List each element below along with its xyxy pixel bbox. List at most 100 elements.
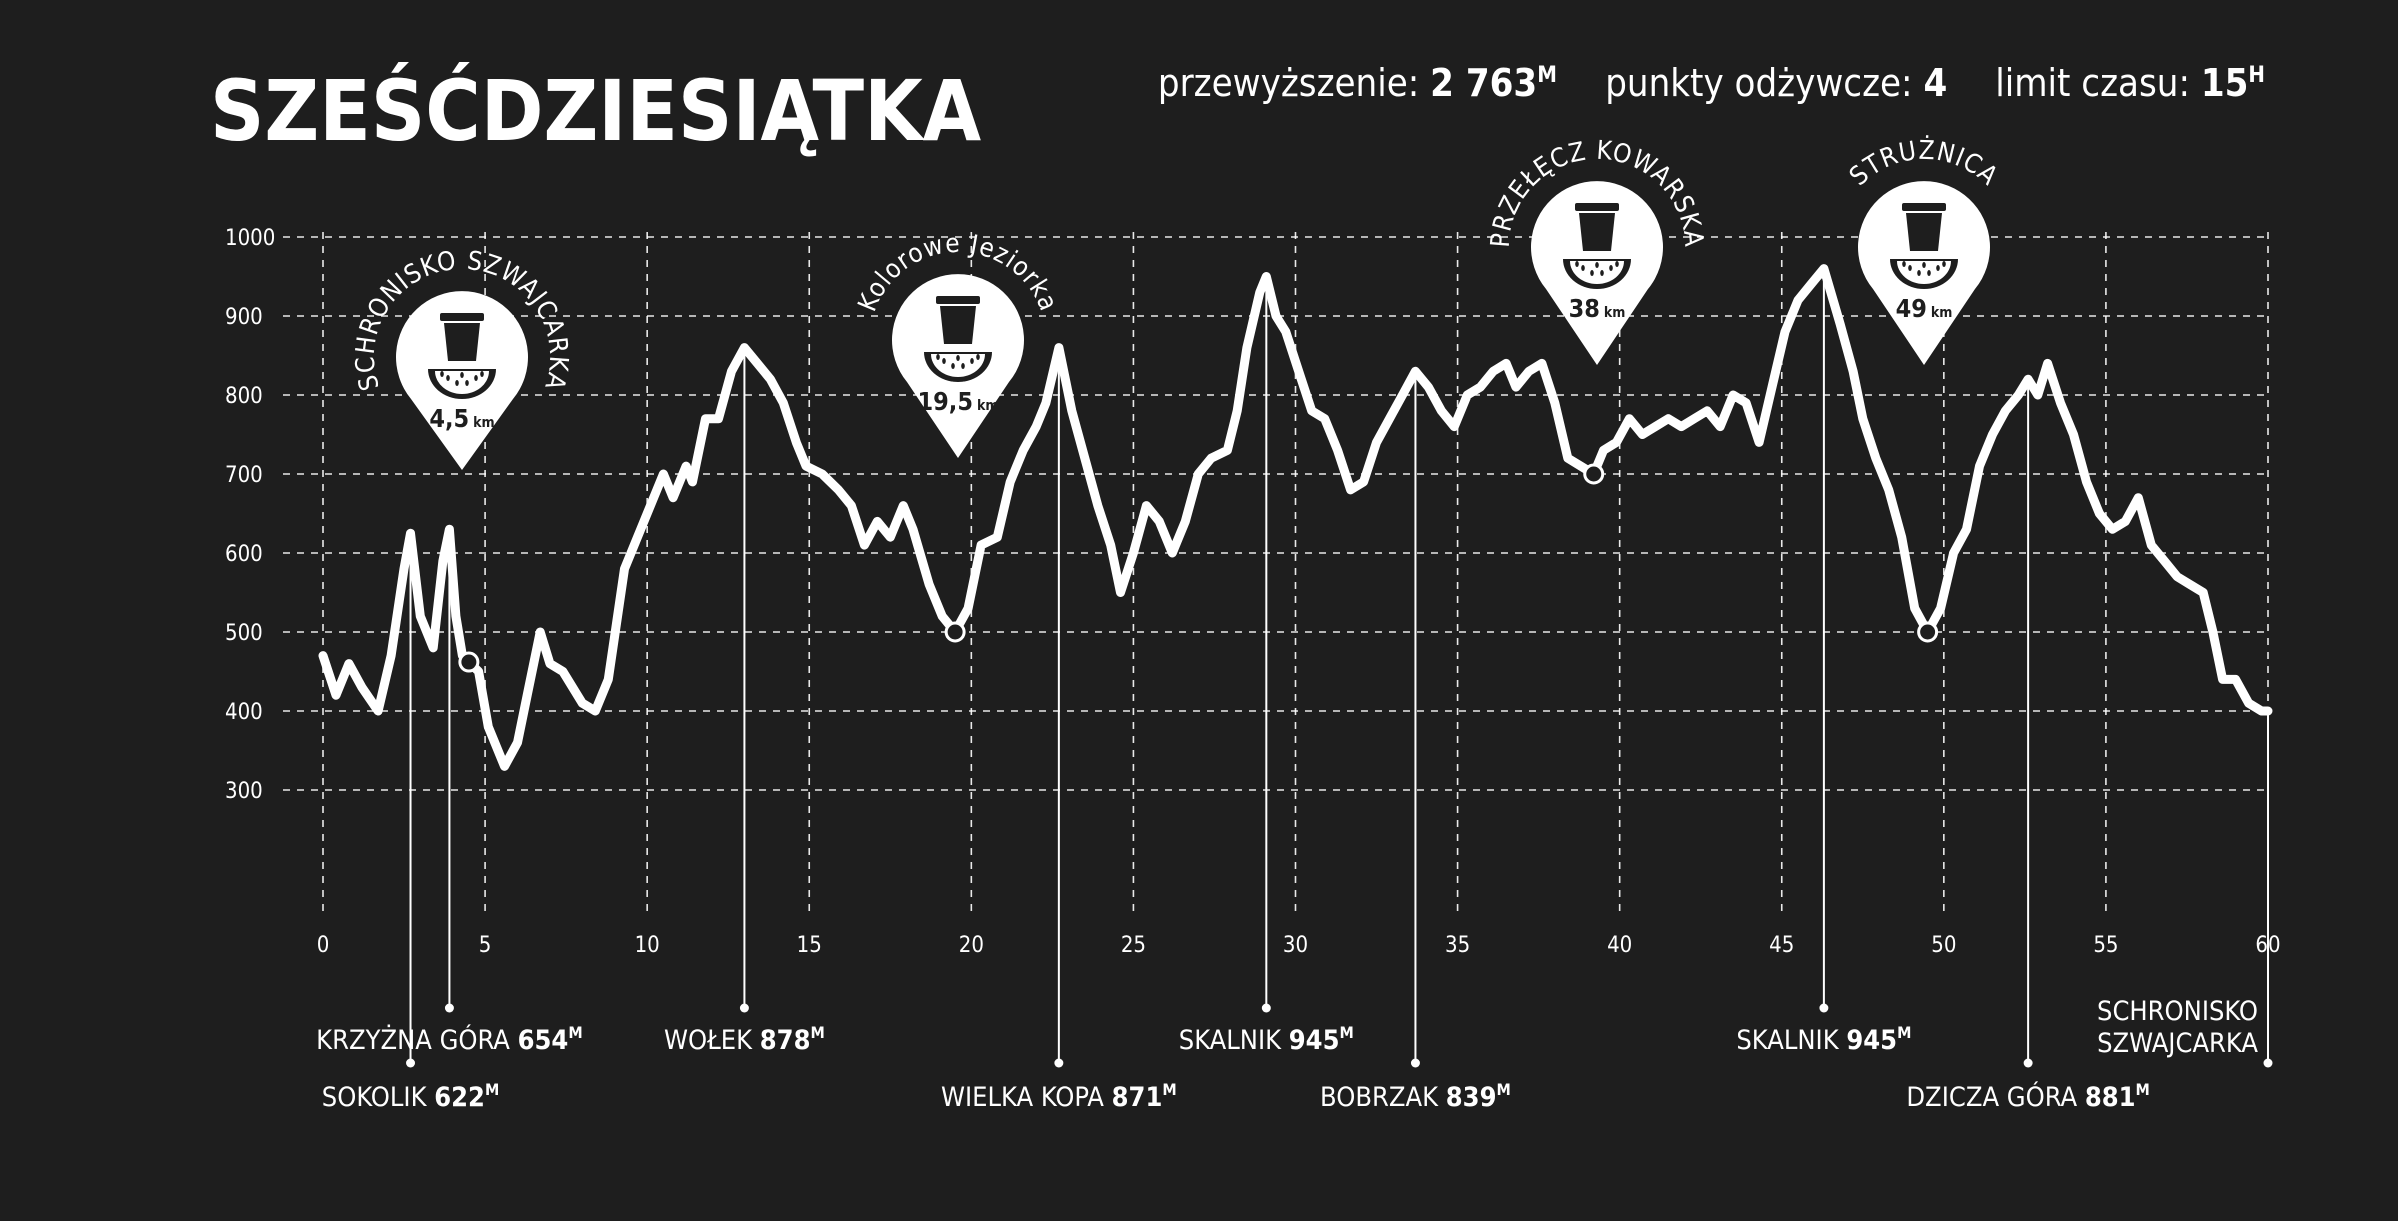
y-tick-label: 800	[225, 384, 263, 409]
peak-unit: M	[485, 1080, 499, 1099]
peak-dot	[739, 1003, 749, 1013]
watermelon-seed	[446, 375, 450, 381]
peak-name: SOKOLIK	[322, 1082, 434, 1113]
peak-label: BOBRZAK 839M	[1320, 1080, 1511, 1113]
watermelon-seed	[1609, 265, 1613, 271]
pin-km-value: 49	[1896, 294, 1927, 323]
pin-km-value: 19,5	[918, 387, 974, 416]
watermelon-seed	[936, 354, 940, 360]
peak-drop-lines	[406, 272, 2273, 1068]
peak-name: WIELKA KOPA	[941, 1082, 1112, 1113]
y-tick-label: 500	[225, 621, 263, 646]
page-title: SZEŚĆDZIESIĄTKA	[210, 62, 982, 160]
peak-label: WIELKA KOPA 871M	[941, 1080, 1177, 1113]
peak-name: SKALNIK	[1736, 1025, 1846, 1056]
watermelon-seed	[1908, 265, 1912, 271]
x-tick-label: 15	[797, 933, 822, 958]
watermelon-seed	[1917, 270, 1921, 276]
x-tick-label: 10	[635, 933, 660, 958]
watermelon-seed	[460, 372, 464, 378]
pin-km-value: 38	[1569, 294, 1600, 323]
watermelon-seed	[440, 371, 444, 377]
x-tick-label: 25	[1121, 933, 1146, 958]
x-tick-label: 40	[1607, 933, 1632, 958]
watermelon-seed	[465, 380, 469, 386]
watermelon-seed	[1615, 261, 1619, 267]
x-tick-label: 45	[1769, 933, 1794, 958]
peak-label: DZICZA GÓRA 881M	[1906, 1080, 2150, 1113]
pin-km-unit: km	[473, 415, 495, 431]
grid	[283, 232, 2269, 915]
watermelon-seed	[1600, 270, 1604, 276]
stats-line: przewyższenie: 2 763M punkty odżywcze: 4…	[1158, 61, 2265, 105]
peak-dot	[2263, 1058, 2273, 1068]
aid-station-marker	[1917, 621, 1939, 643]
stat-value: 15	[2201, 61, 2249, 105]
elevation-series	[318, 264, 2273, 771]
cup-icon	[1906, 213, 1942, 251]
peak-label: WOŁEK 878M	[664, 1023, 825, 1056]
peak-name: SKALNIK	[1179, 1025, 1289, 1056]
stat-unit: M	[1537, 63, 1557, 88]
aid-station-marker	[458, 651, 480, 673]
peak-label: SKALNIK 945M	[1736, 1023, 1911, 1056]
peak-name: WOŁEK	[664, 1025, 760, 1056]
pin-km-unit: km	[1931, 305, 1953, 321]
watermelon-seed	[474, 375, 478, 381]
cup-icon	[444, 323, 480, 361]
watermelon-seed	[976, 354, 980, 360]
x-tick-label: 60	[2255, 933, 2280, 958]
peak-unit: M	[1897, 1023, 1911, 1042]
pin-km-unit: km	[1604, 305, 1626, 321]
cup-lid-icon	[1902, 203, 1946, 211]
watermelon-seed	[951, 363, 955, 369]
peak-elevation: 881	[2085, 1082, 2136, 1113]
axis-ticks: 1000 900 800 700 600 500 400 300 0 5 10 15 20 25 30 35 4…	[225, 226, 2281, 958]
peak-elevation: 622	[434, 1082, 485, 1113]
y-tick-label: 1000	[225, 226, 275, 251]
watermelon-seed	[970, 358, 974, 364]
peak-unit: M	[1162, 1080, 1176, 1099]
peak-elevation: 945	[1846, 1025, 1897, 1056]
peak-label-line2: SZWAJCARKA	[2097, 1028, 2258, 1059]
elevation-line	[318, 264, 2273, 771]
peak-dot	[2023, 1058, 2033, 1068]
peak-label-line1: SCHRONISKO	[2097, 996, 2258, 1027]
peak-unit: M	[2136, 1080, 2150, 1099]
peak-name: DZICZA GÓRA	[1906, 1081, 2084, 1113]
cup-icon	[940, 306, 976, 344]
x-tick-label: 55	[2093, 933, 2118, 958]
peak-dot	[406, 1058, 416, 1068]
y-tick-label: 900	[225, 305, 263, 330]
watermelon-seed	[961, 363, 965, 369]
pin-km-label: 19,5 km	[918, 387, 999, 416]
x-tick-label: 5	[479, 933, 492, 958]
watermelon-seed	[956, 355, 960, 361]
watermelon-seed	[1595, 262, 1599, 268]
x-tick-label: 30	[1283, 933, 1308, 958]
peak-name: BOBRZAK	[1320, 1082, 1446, 1113]
x-tick-label: 20	[959, 933, 984, 958]
cup-icon	[1579, 213, 1615, 251]
peak-elevation: 839	[1446, 1082, 1497, 1113]
watermelon-seed	[942, 358, 946, 364]
peak-elevation: 654	[518, 1025, 569, 1056]
peak-label: SOKOLIK 622M	[322, 1080, 499, 1113]
peak-dot	[444, 1003, 454, 1013]
peak-unit: M	[1340, 1023, 1354, 1042]
peak-dot	[1261, 1003, 1271, 1013]
cup-lid-icon	[1575, 203, 1619, 211]
x-tick-label: 50	[1931, 933, 1956, 958]
watermelon-seed	[1942, 261, 1946, 267]
x-tick-label: 35	[1445, 933, 1470, 958]
watermelon-seed	[1922, 262, 1926, 268]
peak-dot	[1410, 1058, 1420, 1068]
peak-unit: M	[1497, 1080, 1511, 1099]
cup-lid-icon	[440, 313, 484, 321]
stat-label: przewyższenie:	[1158, 61, 1430, 105]
